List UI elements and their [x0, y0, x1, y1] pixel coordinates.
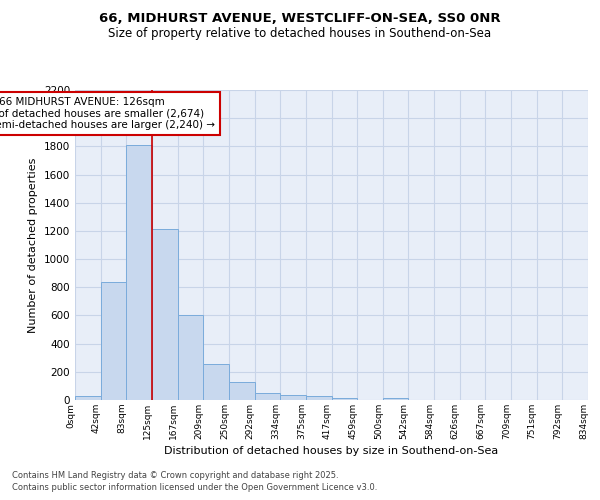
Y-axis label: Number of detached properties: Number of detached properties [28, 158, 38, 332]
Text: 66, MIDHURST AVENUE, WESTCLIFF-ON-SEA, SS0 0NR: 66, MIDHURST AVENUE, WESTCLIFF-ON-SEA, S… [99, 12, 501, 26]
Bar [101, 282, 127, 400]
Bar [152, 230, 178, 400]
Bar [331, 398, 357, 400]
Text: Size of property relative to detached houses in Southend-on-Sea: Size of property relative to detached ho… [109, 28, 491, 40]
X-axis label: Distribution of detached houses by size in Southend-on-Sea: Distribution of detached houses by size … [164, 446, 499, 456]
Bar [306, 396, 331, 400]
Bar [280, 395, 306, 400]
Bar [75, 396, 101, 400]
Text: 66 MIDHURST AVENUE: 126sqm
← 54% of detached houses are smaller (2,674)
45% of s: 66 MIDHURST AVENUE: 126sqm ← 54% of deta… [0, 97, 215, 130]
Bar [383, 398, 409, 400]
Text: Contains public sector information licensed under the Open Government Licence v3: Contains public sector information licen… [12, 484, 377, 492]
Bar [254, 394, 280, 400]
Text: Contains HM Land Registry data © Crown copyright and database right 2025.: Contains HM Land Registry data © Crown c… [12, 471, 338, 480]
Bar [229, 382, 254, 400]
Bar [127, 145, 152, 400]
Bar [203, 364, 229, 400]
Bar [178, 316, 203, 400]
